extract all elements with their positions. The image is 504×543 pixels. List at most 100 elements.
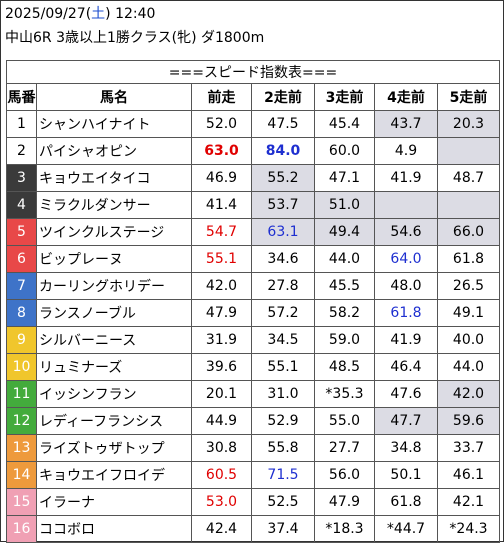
speed-index-cell: 60.5 [191, 461, 252, 489]
speed-index-cell [437, 191, 500, 219]
horse-number: 2 [6, 137, 37, 165]
table-row: 12 レディーフランシス 44.9 52.9 55.0 47.7 59.6 [6, 407, 500, 435]
horse-number: 12 [6, 407, 37, 435]
table-row: 3 キョウエイタイコ 46.9 55.2 47.1 41.9 48.7 [6, 164, 500, 192]
speed-index-cell: 39.6 [191, 353, 252, 381]
speed-index-cell: 47.5 [251, 110, 315, 138]
column-header: 4走前 [374, 83, 438, 111]
speed-index-cell: 44.0 [437, 353, 500, 381]
table-row: 2 パイシャオピン 63.0 84.0 60.0 4.9 [6, 137, 500, 165]
speed-index-cell: 55.1 [251, 353, 315, 381]
speed-index-cell: 60.0 [314, 137, 375, 165]
horse-name: ビップレーヌ [36, 245, 192, 273]
table-header-row: 馬番 馬名 前走 2走前 3走前 4走前 5走前 [6, 83, 500, 111]
speed-index-cell: 47.6 [374, 380, 438, 408]
speed-index-cell: 47.9 [314, 488, 375, 516]
table-row: 7 カーリングホリデー 42.0 27.8 45.5 48.0 26.5 [6, 272, 500, 300]
speed-index-cell: 54.7 [191, 218, 252, 246]
speed-index-cell: 27.8 [251, 272, 315, 300]
horse-name: ランスノーブル [36, 299, 192, 327]
speed-index-cell: 34.5 [251, 326, 315, 354]
speed-index-cell: 48.0 [374, 272, 438, 300]
speed-index-cell: 30.8 [191, 434, 252, 462]
horse-number: 4 [6, 191, 37, 219]
speed-index-cell: 26.5 [437, 272, 500, 300]
horse-number: 1 [6, 110, 37, 138]
table-row: 8 ランスノーブル 47.9 57.2 58.2 61.8 49.1 [6, 299, 500, 327]
speed-index-cell: 52.0 [191, 110, 252, 138]
horse-number: 15 [6, 488, 37, 516]
race-date: 2025/09/27 [5, 6, 86, 22]
speed-index-cell: 55.2 [251, 164, 315, 192]
speed-index-cell: 63.0 [191, 137, 252, 165]
speed-index-cell: 52.9 [251, 407, 315, 435]
horse-number: 6 [6, 245, 37, 273]
speed-index-cell: 63.1 [251, 218, 315, 246]
speed-index-cell: 61.8 [437, 245, 500, 273]
speed-index-cell: 41.9 [374, 164, 438, 192]
speed-index-cell: 48.7 [437, 164, 500, 192]
speed-index-cell: 20.3 [437, 110, 500, 138]
table-row: 16 ココボロ 42.4 37.4 *18.3 *44.7 *24.3 [6, 515, 500, 543]
speed-index-cell: 48.5 [314, 353, 375, 381]
horse-name: ツインクルステージ [36, 218, 192, 246]
speed-index-cell: 42.0 [191, 272, 252, 300]
speed-index-cell: 44.0 [314, 245, 375, 273]
speed-index-cell: 31.9 [191, 326, 252, 354]
horse-number: 3 [6, 164, 37, 192]
speed-index-cell: 4.9 [374, 137, 438, 165]
speed-index-cell: 20.1 [191, 380, 252, 408]
speed-index-cell: 46.4 [374, 353, 438, 381]
horse-name: シルバーニース [36, 326, 192, 354]
speed-index-cell: 61.8 [374, 299, 438, 327]
speed-index-cell [374, 191, 438, 219]
column-header: 馬名 [36, 83, 192, 111]
speed-index-cell: *18.3 [314, 515, 375, 543]
table-row: 14 キョウエイフロイデ 60.5 71.5 56.0 50.1 46.1 [6, 461, 500, 489]
speed-index-cell: 59.0 [314, 326, 375, 354]
race-weekday: 土 [91, 6, 106, 22]
speed-index-cell: 37.4 [251, 515, 315, 543]
speed-index-cell: 45.4 [314, 110, 375, 138]
table-row: 11 イッシンフラン 20.1 31.0 *35.3 47.6 42.0 [6, 380, 500, 408]
table-title-row: ===スピード指数表=== [6, 60, 500, 84]
speed-index-cell: 49.4 [314, 218, 375, 246]
speed-index-cell: 71.5 [251, 461, 315, 489]
speed-index-cell: 34.8 [374, 434, 438, 462]
speed-index-cell: 51.0 [314, 191, 375, 219]
speed-index-cell: 66.0 [437, 218, 500, 246]
speed-index-cell: 42.1 [437, 488, 500, 516]
column-header: 5走前 [437, 83, 500, 111]
speed-index-cell: 40.0 [437, 326, 500, 354]
speed-index-cell: 27.7 [314, 434, 375, 462]
horse-number: 16 [6, 515, 37, 543]
horse-number: 10 [6, 353, 37, 381]
speed-index-cell: 55.8 [251, 434, 315, 462]
speed-index-cell: 42.4 [191, 515, 252, 543]
speed-index-cell: *35.3 [314, 380, 375, 408]
speed-index-cell: 57.2 [251, 299, 315, 327]
horse-number: 5 [6, 218, 37, 246]
speed-index-cell: 43.7 [374, 110, 438, 138]
table-row: 5 ツインクルステージ 54.7 63.1 49.4 54.6 66.0 [6, 218, 500, 246]
speed-index-cell: 46.9 [191, 164, 252, 192]
speed-index-cell: 42.0 [437, 380, 500, 408]
table-row: 10 リュミナーズ 39.6 55.1 48.5 46.4 44.0 [6, 353, 500, 381]
horse-number: 14 [6, 461, 37, 489]
horse-name: キョウエイタイコ [36, 164, 192, 192]
speed-index-cell: 53.0 [191, 488, 252, 516]
speed-index-cell: 59.6 [437, 407, 500, 435]
speed-index-table: ===スピード指数表=== 馬番 馬名 前走 2走前 3走前 4走前 5走前 1… [6, 60, 500, 543]
column-header: 前走 [191, 83, 252, 111]
speed-index-cell: 84.0 [251, 137, 315, 165]
horse-name: キョウエイフロイデ [36, 461, 192, 489]
table-row: 15 イラーナ 53.0 52.5 47.9 61.8 42.1 [6, 488, 500, 516]
table-row: 9 シルバーニース 31.9 34.5 59.0 41.9 40.0 [6, 326, 500, 354]
speed-index-cell: 55.1 [191, 245, 252, 273]
speed-index-cell: 41.9 [374, 326, 438, 354]
speed-index-cell: *44.7 [374, 515, 438, 543]
speed-index-cell: 50.1 [374, 461, 438, 489]
speed-index-cell: 44.9 [191, 407, 252, 435]
horse-name: ミラクルダンサー [36, 191, 192, 219]
speed-index-cell: *24.3 [437, 515, 500, 543]
